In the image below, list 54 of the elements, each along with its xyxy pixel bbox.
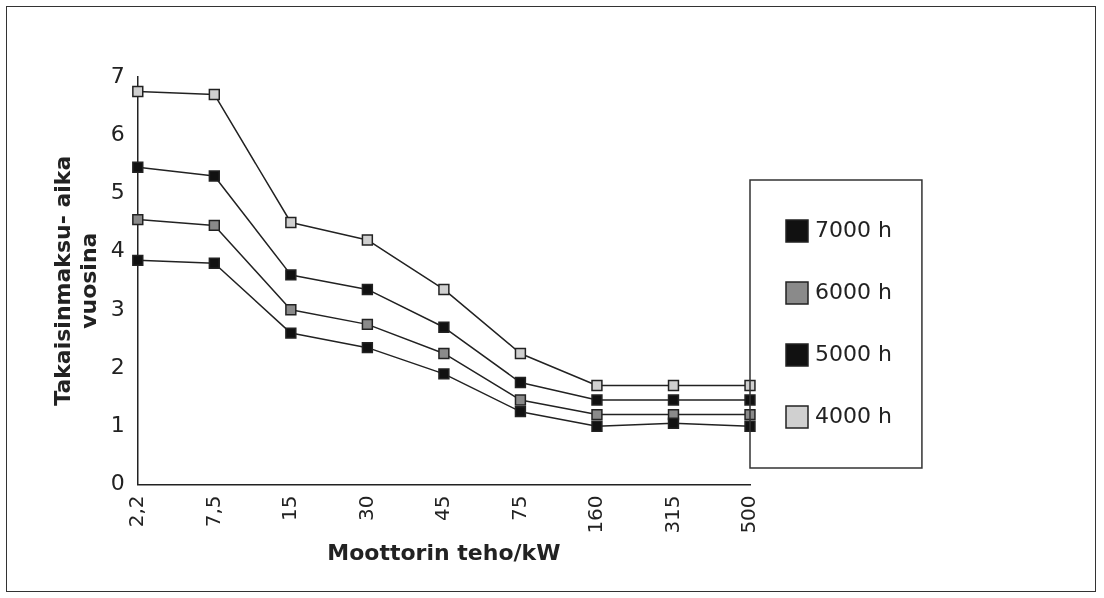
x-tick-label: 7,5	[200, 495, 225, 528]
point	[285, 269, 297, 281]
point	[208, 170, 221, 182]
point	[514, 347, 527, 360]
x-axis-title: Moottorin teho/kW	[327, 539, 561, 565]
x-tick-label: 30	[353, 495, 378, 521]
point	[667, 379, 680, 392]
point	[208, 219, 221, 232]
point	[591, 420, 603, 432]
point	[438, 283, 450, 296]
point	[438, 321, 450, 333]
point	[591, 394, 603, 406]
point	[591, 379, 603, 392]
point	[132, 85, 144, 98]
legend-label: 6000 h	[815, 278, 892, 304]
point	[667, 394, 680, 406]
point	[514, 394, 527, 406]
point	[361, 341, 374, 354]
point	[285, 327, 297, 339]
x-tick-label: 160	[583, 495, 608, 534]
point	[132, 161, 144, 173]
point	[438, 368, 450, 380]
x-tick-label: 315	[659, 495, 684, 534]
y-tick-label: 6	[110, 120, 125, 146]
x-tick-label: 75	[506, 495, 531, 521]
y-tick-label: 0	[110, 470, 125, 496]
point	[361, 234, 374, 246]
y-tick-label: 4	[110, 237, 125, 263]
point	[208, 257, 221, 269]
x-tick-label: 15	[277, 495, 302, 521]
point	[285, 216, 297, 229]
x-tick-label: 500	[736, 495, 761, 534]
point	[285, 304, 297, 316]
legend-label: 7000 h	[815, 216, 892, 242]
point	[591, 408, 603, 421]
legend-label: 5000 h	[815, 340, 892, 366]
y-tick-label: 1	[110, 411, 125, 437]
point	[514, 376, 527, 389]
x-tick-label: 2,2	[124, 495, 148, 528]
y-axis-title: Takaisinmaksu- aika vuosina	[49, 155, 102, 406]
point	[132, 213, 144, 226]
point	[361, 318, 374, 331]
y-tick-label: 7	[110, 62, 125, 88]
point	[361, 283, 374, 296]
legend-label: 4000 h	[815, 402, 892, 428]
point	[667, 417, 680, 430]
x-tick-label: 45	[430, 495, 455, 521]
y-tick-label: 3	[110, 295, 125, 321]
point	[514, 405, 527, 418]
y-tick-label: 5	[110, 179, 125, 205]
point	[132, 254, 144, 267]
point	[208, 88, 221, 101]
point	[438, 347, 450, 360]
y-tick-label: 2	[110, 353, 125, 379]
